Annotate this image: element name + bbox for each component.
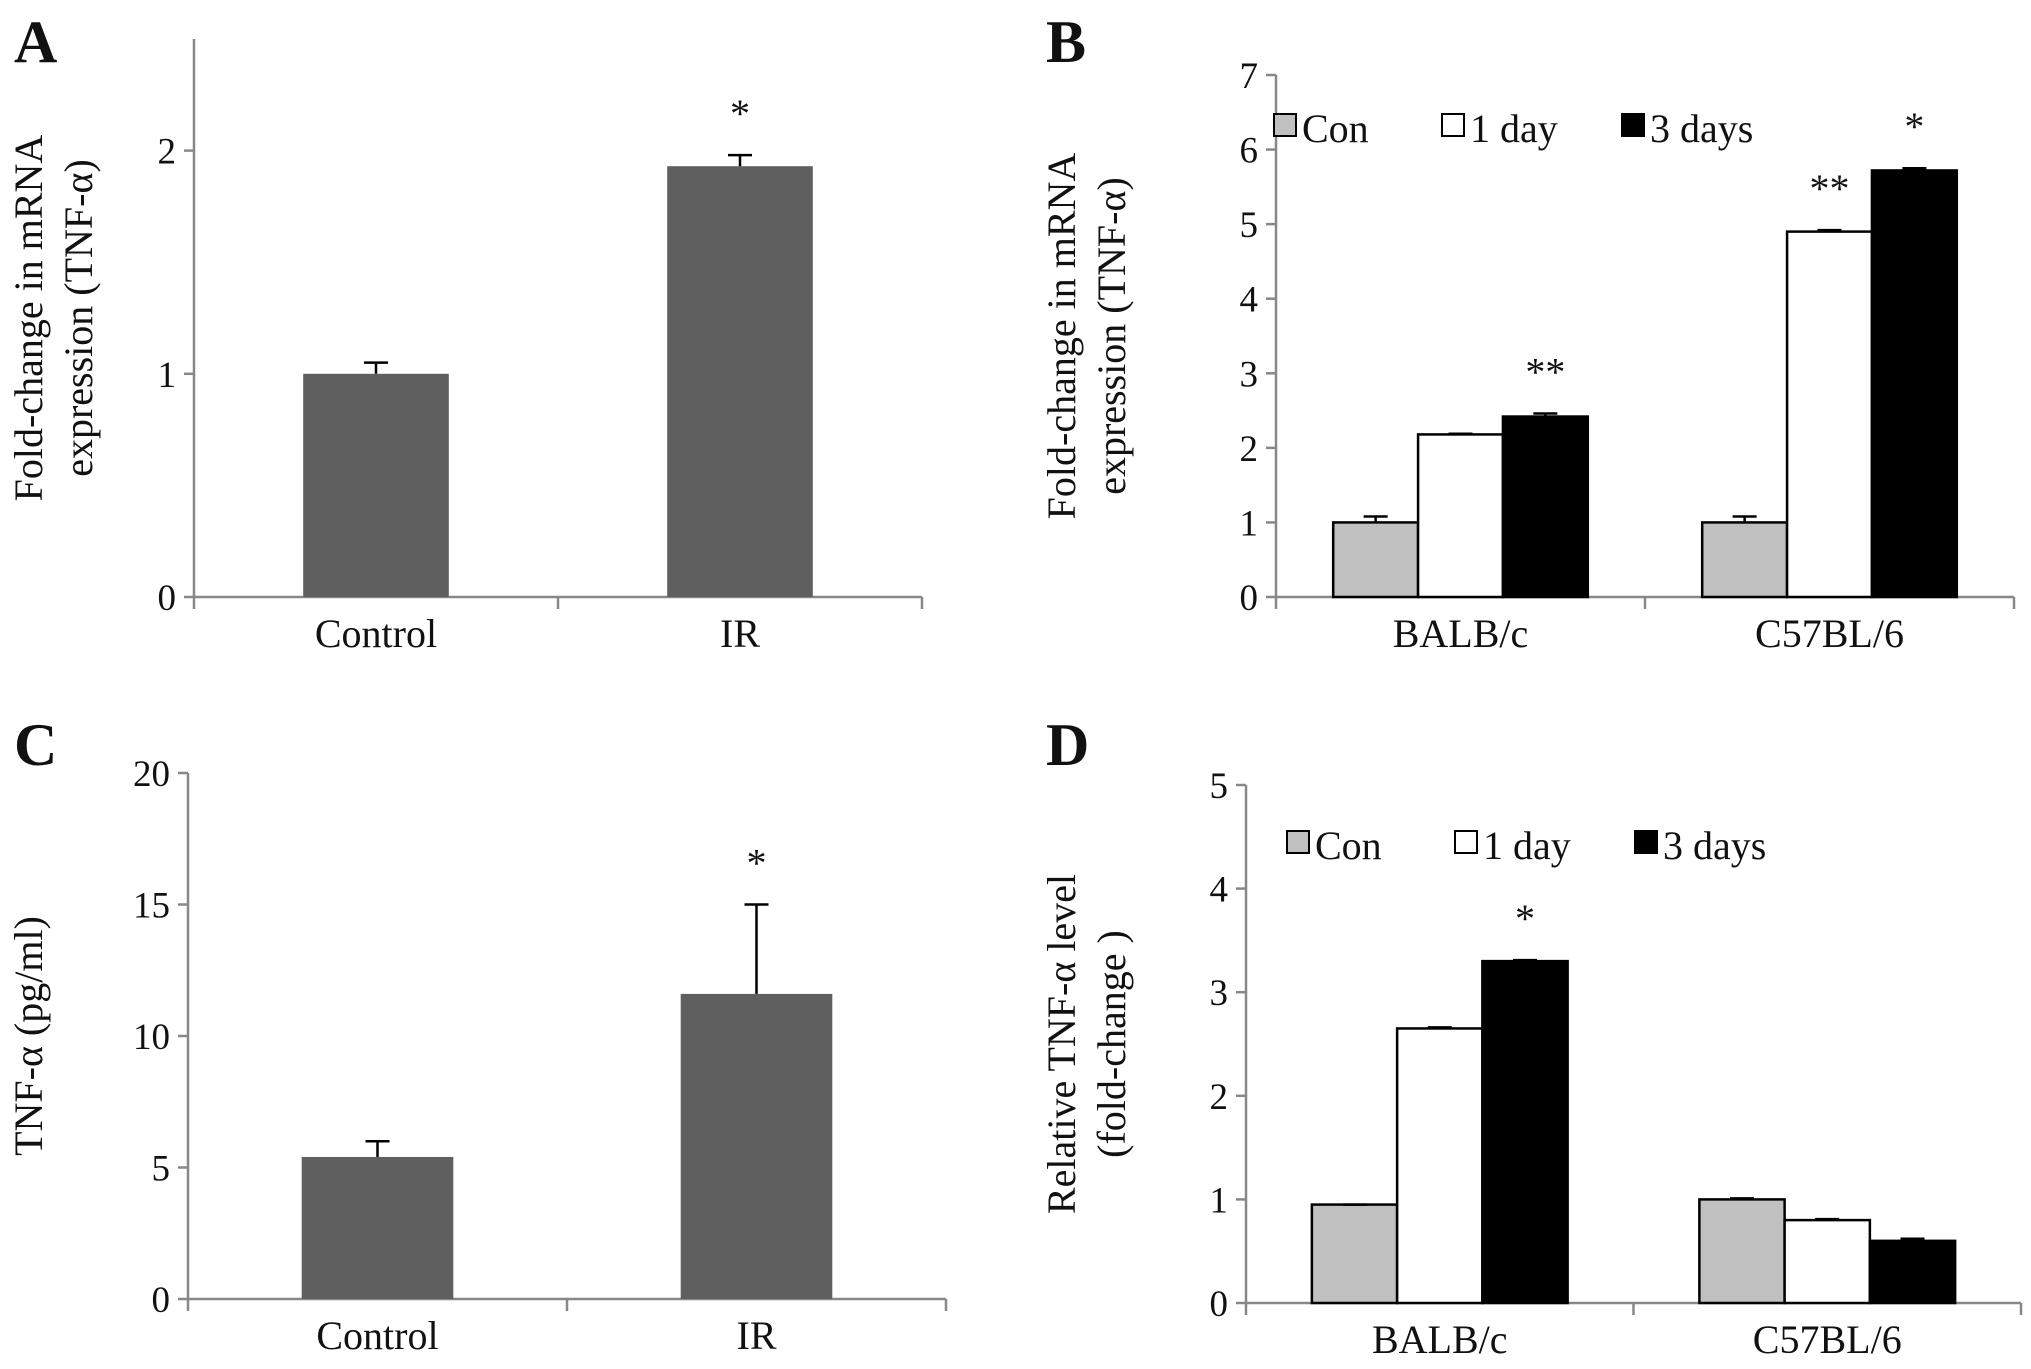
- legend-label: 3 days: [1650, 106, 1753, 151]
- chart-panel-c: C TNF-α (pg/ml) 0 5 10 15 20 Control IR *: [6, 712, 948, 1358]
- y-tick-label: 2: [158, 132, 177, 173]
- y-tick-label: 1: [1210, 1180, 1229, 1221]
- x-category-label: C57BL/6: [1753, 1317, 1902, 1362]
- bar: [1870, 169, 1959, 599]
- legend-swatch: [1441, 113, 1465, 137]
- legend-swatch: [1621, 113, 1645, 137]
- y-tick-label: 5: [1210, 766, 1229, 807]
- bar: [1310, 1203, 1399, 1305]
- significance-marker: *: [730, 91, 750, 136]
- bar: [1501, 415, 1590, 599]
- y-tick-label: 4: [1210, 870, 1229, 911]
- y-axis-label: TNF-α (pg/ml): [6, 916, 51, 1156]
- legend-label: Con: [1315, 823, 1382, 868]
- x-category-label: Control: [316, 1313, 438, 1358]
- bar: [301, 1156, 454, 1299]
- bar: [1331, 521, 1420, 599]
- panel-label: B: [1046, 9, 1086, 75]
- significance-marker: **: [1525, 350, 1565, 395]
- chart-panel-d: D Relative TNF-α level (fold-change ) 0 1 2 3 4…: [1039, 712, 2023, 1362]
- legend-swatch: [1286, 830, 1310, 854]
- bar: [1700, 521, 1789, 599]
- y-tick-label: 20: [133, 754, 170, 795]
- x-category-label: IR: [737, 1313, 777, 1358]
- bar: [680, 993, 833, 1299]
- y-tick-label: 4: [1240, 280, 1259, 321]
- y-tick-label: 2: [1240, 429, 1259, 470]
- bar: [303, 373, 449, 597]
- y-tick-label: 5: [1240, 205, 1259, 246]
- y-axis-label: Fold-change in mRNA: [1039, 153, 1084, 520]
- y-tick-label: 10: [133, 1017, 170, 1058]
- x-category-label: C57BL/6: [1755, 611, 1904, 656]
- chart-panel-a: A Fold-change in mRNA expression (TNF-α) 0 1…: [6, 9, 924, 656]
- bar: [667, 166, 813, 597]
- bar: [1868, 1239, 1957, 1305]
- y-tick-label: 7: [1240, 56, 1259, 97]
- x-category-label: BALB/c: [1372, 1317, 1508, 1362]
- y-tick-label: 3: [1240, 354, 1259, 395]
- y-tick-label: 3: [1210, 973, 1229, 1014]
- significance-marker: *: [747, 841, 767, 886]
- y-tick-label: 5: [152, 1149, 171, 1190]
- y-tick-label: 0: [158, 578, 177, 619]
- legend-label: 1 day: [1483, 823, 1571, 868]
- legend-label: 3 days: [1663, 823, 1766, 868]
- significance-marker: *: [1904, 104, 1924, 149]
- panel-label: A: [14, 9, 57, 75]
- panel-label: C: [14, 712, 57, 778]
- panel-label: D: [1046, 712, 1089, 778]
- y-axis-label: (fold-change ): [1089, 930, 1134, 1158]
- x-category-label: Control: [315, 611, 437, 656]
- y-tick-label: 1: [1240, 503, 1259, 544]
- x-category-label: BALB/c: [1393, 611, 1529, 656]
- y-tick-label: 0: [1210, 1284, 1229, 1325]
- legend-swatch: [1273, 113, 1297, 137]
- y-tick-label: 6: [1240, 131, 1259, 172]
- y-axis-label: Fold-change in mRNA: [6, 135, 51, 502]
- legend-swatch: [1454, 830, 1478, 854]
- y-tick-label: 2: [1210, 1077, 1229, 1118]
- legend-label: Con: [1302, 106, 1369, 151]
- significance-marker: **: [1810, 166, 1850, 211]
- legend-swatch: [1634, 830, 1658, 854]
- y-axis-label: Relative TNF-α level: [1039, 874, 1084, 1214]
- y-tick-label: 0: [1240, 578, 1259, 619]
- x-category-label: IR: [720, 611, 760, 656]
- bar: [1785, 230, 1874, 599]
- chart-panel-b: B Fold-change in mRNA expression (TNF-α) 0 1…: [1039, 9, 2016, 656]
- bar: [1416, 433, 1505, 599]
- y-tick-label: 1: [158, 355, 177, 396]
- y-tick-label: 0: [152, 1280, 171, 1321]
- bar: [1698, 1198, 1786, 1305]
- y-tick-label: 15: [133, 886, 170, 927]
- y-axis-label: expression (TNF-α): [1089, 177, 1134, 495]
- bar: [1481, 959, 1569, 1305]
- legend-label: 1 day: [1470, 106, 1558, 151]
- bar: [1783, 1218, 1872, 1305]
- y-axis-label: expression (TNF-α): [56, 159, 101, 477]
- significance-marker: *: [1515, 896, 1535, 941]
- bar: [1395, 1027, 1484, 1305]
